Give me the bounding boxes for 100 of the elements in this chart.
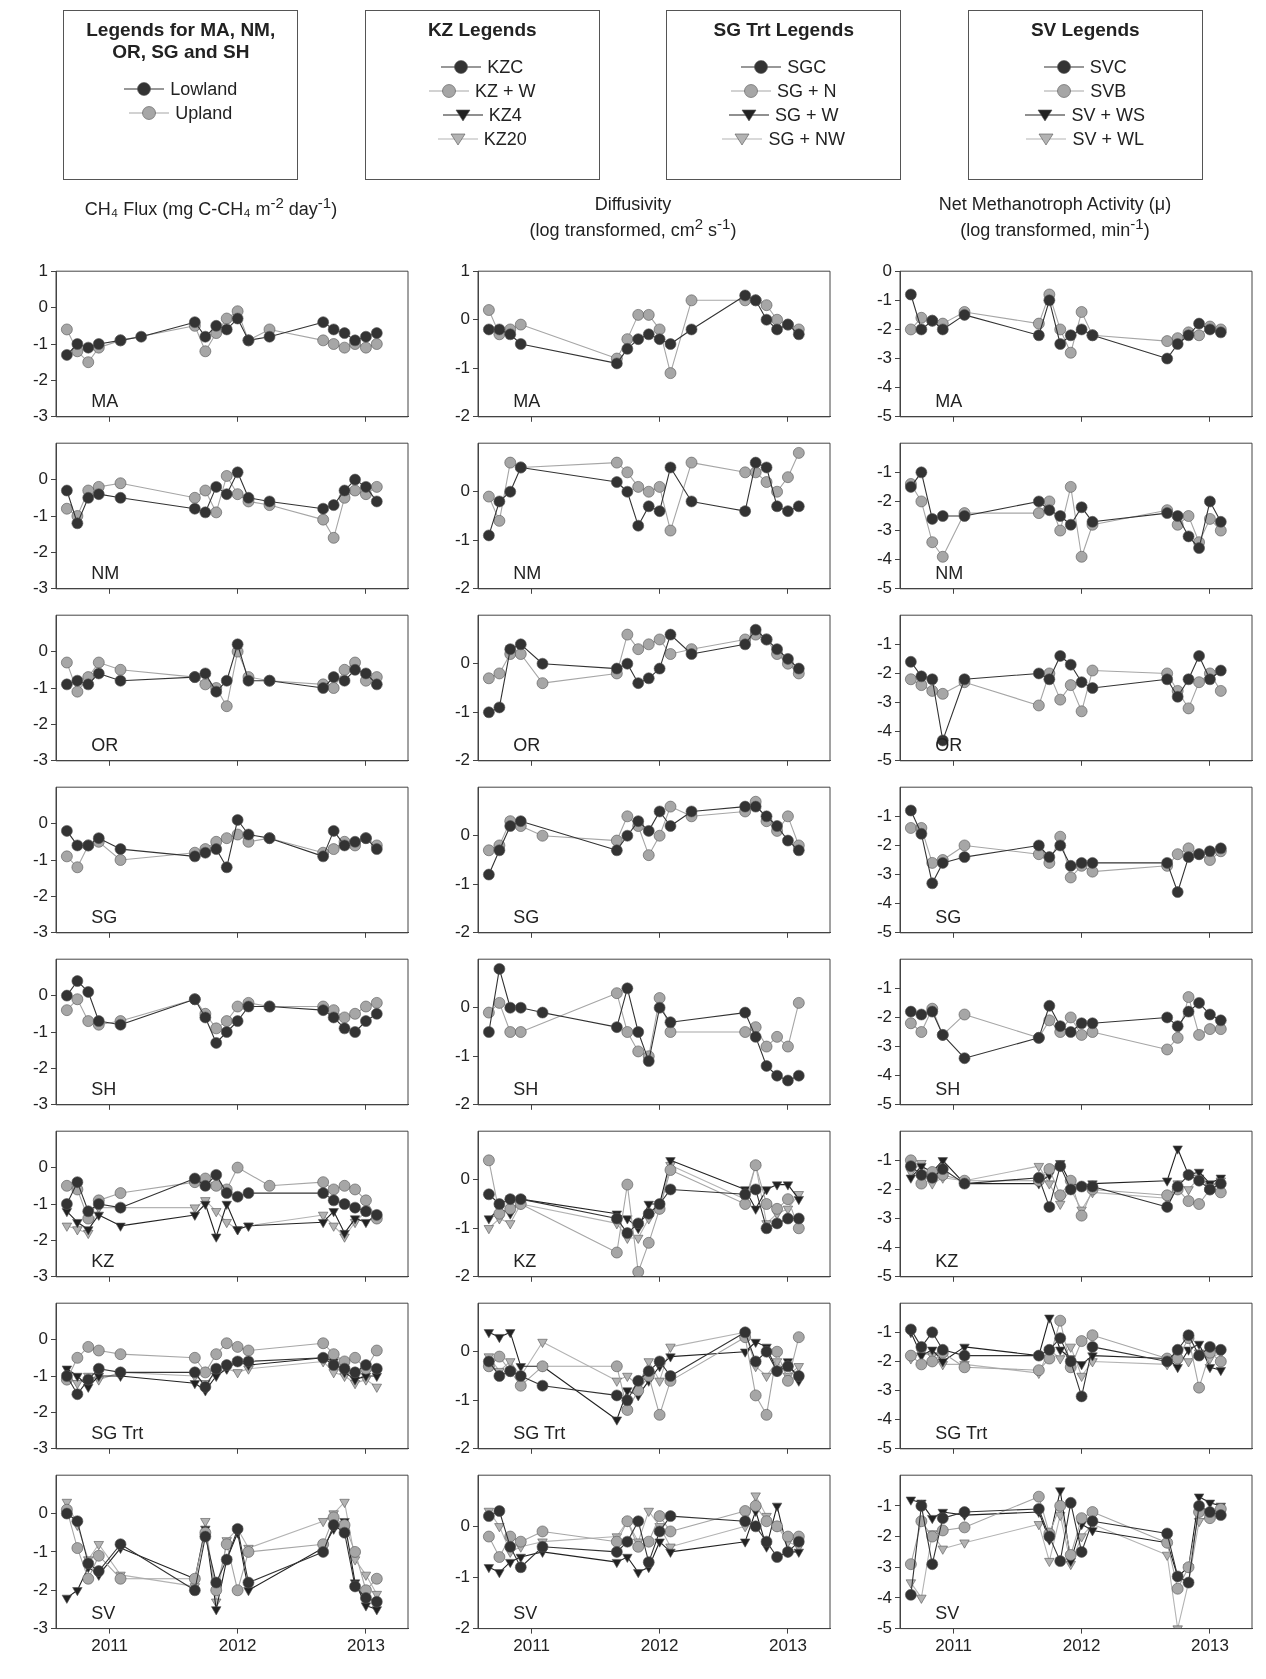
y-tick-label: -2	[32, 542, 48, 562]
y-tick-label: 0	[38, 1503, 48, 1523]
y-tick-label: -3	[32, 1266, 48, 1286]
legend-label: SG + N	[776, 80, 837, 102]
y-tick-label: -1	[876, 806, 892, 826]
y-tick-label: -4	[876, 893, 892, 913]
y-tick-label: 0	[38, 297, 48, 317]
y-tick-label: -5	[876, 1266, 892, 1286]
annotation: MA	[935, 390, 963, 411]
y-tick-label: 0	[460, 309, 470, 329]
y-tick-label: -3	[32, 1618, 48, 1638]
y-tick-label: -1	[32, 505, 48, 525]
y-tick-label: 0	[460, 653, 470, 673]
y-tick-label: -5	[876, 922, 892, 942]
y-tick-label: -4	[876, 1237, 892, 1257]
y-tick-label: -2	[32, 1402, 48, 1422]
y-tick-label: -2	[32, 1579, 48, 1599]
y-tick-label: -1	[454, 701, 470, 721]
x-tick-label: 2011	[91, 1636, 128, 1656]
y-tick-label: -3	[876, 348, 892, 368]
x-tick-label: 2011	[935, 1636, 972, 1656]
y-tick-label: -3	[32, 922, 48, 942]
y-tick-label: -3	[876, 1036, 892, 1056]
y-tick-label: -3	[876, 520, 892, 540]
y-tick-label: -3	[876, 1556, 892, 1576]
y-tick-label: -2	[876, 1179, 892, 1199]
legend-label: KZ20	[483, 128, 527, 150]
y-tick-label: -1	[454, 1389, 470, 1409]
x-tick-label: 2012	[1062, 1636, 1101, 1656]
y-tick-label: -5	[876, 406, 892, 426]
y-tick-label: 1	[38, 260, 48, 280]
y-tick-label: -2	[454, 1094, 470, 1114]
legend-title: KZ Legends	[426, 19, 538, 41]
y-tick-label: -2	[454, 922, 470, 942]
y-tick-label: -2	[876, 319, 892, 339]
legend-title: SV Legends	[1029, 19, 1141, 41]
chart-title: CH₄ Flux (mg C-CH₄ m$^{-2}$ day$^{-1}$)	[83, 193, 339, 221]
chart-title: Net Methanotroph Activity (μ) (log transformed, min$^{-1}$)	[937, 193, 1173, 242]
y-tick-label: -1	[454, 529, 470, 549]
legend-label: SG + W	[774, 104, 839, 126]
y-tick-label: 0	[38, 469, 48, 489]
annotation: SG	[91, 906, 118, 927]
y-tick-label: -2	[454, 406, 470, 426]
y-tick-label: -1	[32, 1193, 48, 1213]
y-tick-label: -1	[876, 1150, 892, 1170]
legend-label: SV + WL	[1072, 128, 1145, 150]
y-tick-label: 0	[38, 1329, 48, 1349]
y-tick-label: -1	[876, 290, 892, 310]
chart-title: Diffusivity (log transformed, cm$^{2}$ s$^{-1}$)	[528, 193, 738, 242]
y-tick-label: -2	[32, 1230, 48, 1250]
y-tick-label: -1	[454, 1567, 470, 1587]
y-tick-label: -5	[876, 1094, 892, 1114]
legend-label: SV + WS	[1071, 104, 1146, 126]
annotation: KZ	[935, 1250, 959, 1271]
y-tick-label: -3	[32, 1094, 48, 1114]
y-tick-label: 0	[460, 997, 470, 1017]
legend-label: KZC	[487, 56, 524, 78]
y-tick-label: -2	[876, 491, 892, 511]
y-tick-label: -4	[876, 549, 892, 569]
x-tick-label: 2011	[513, 1636, 550, 1656]
annotation: KZ	[513, 1250, 537, 1271]
y-tick-label: 0	[882, 260, 892, 280]
legend-label: Upland	[175, 102, 233, 124]
y-tick-label: -4	[876, 1587, 892, 1607]
annotation: OR	[513, 734, 541, 755]
y-tick-label: -1	[454, 873, 470, 893]
y-tick-label: 0	[460, 825, 470, 845]
y-tick-label: -3	[876, 692, 892, 712]
annotation: SG	[513, 906, 540, 927]
annotation: SH	[513, 1078, 539, 1099]
x-tick-label: 2013	[1191, 1636, 1229, 1656]
annotation: SH	[91, 1078, 117, 1099]
y-tick-label: -1	[876, 978, 892, 998]
annotation: NM	[91, 562, 120, 583]
legend-label: SGC	[787, 56, 827, 78]
y-tick-label: -2	[876, 835, 892, 855]
y-tick-label: 1	[460, 260, 470, 280]
y-tick-label: -2	[876, 663, 892, 683]
legend-label: KZ4	[488, 104, 522, 126]
annotation: KZ	[91, 1250, 115, 1271]
y-tick-label: -3	[32, 1438, 48, 1458]
y-tick-label: 0	[38, 813, 48, 833]
y-tick-label: -2	[454, 578, 470, 598]
y-tick-label: -1	[876, 1322, 892, 1342]
y-tick-label: -1	[32, 1021, 48, 1041]
y-tick-label: -4	[876, 721, 892, 741]
x-tick-label: 2013	[347, 1636, 385, 1656]
y-tick-label: -5	[876, 750, 892, 770]
y-tick-label: -2	[876, 1007, 892, 1027]
y-tick-label: -2	[876, 1351, 892, 1371]
y-tick-label: -2	[32, 370, 48, 390]
legend-label: SVB	[1090, 80, 1127, 102]
y-tick-label: -2	[876, 1526, 892, 1546]
annotation: SV	[935, 1602, 960, 1623]
y-tick-label: -3	[32, 750, 48, 770]
y-tick-label: 0	[460, 1341, 470, 1361]
y-tick-label: -3	[876, 1208, 892, 1228]
y-tick-label: -1	[454, 1045, 470, 1065]
annotation: SG	[935, 906, 962, 927]
y-tick-label: -2	[32, 1058, 48, 1078]
